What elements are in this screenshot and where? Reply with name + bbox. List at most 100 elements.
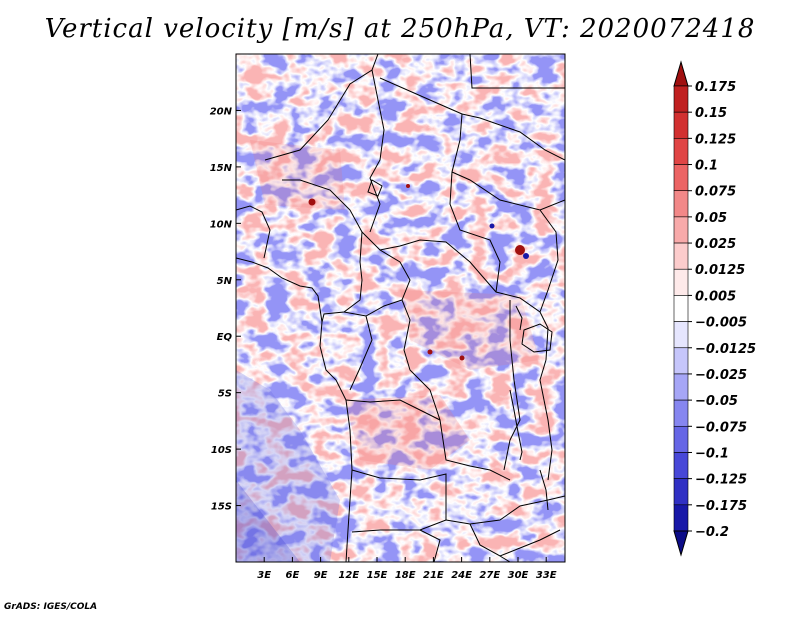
colorbar-level-label: −0.125 <box>695 473 747 488</box>
lat-tick-label: 10S <box>211 445 232 456</box>
colorbar-swatch <box>673 85 689 113</box>
colorbar-swatch <box>673 242 689 270</box>
colorbar-level-label: −0.05 <box>695 394 738 409</box>
colorbar-swatch <box>673 452 689 479</box>
lon-tick-label: 9E <box>314 570 328 581</box>
border <box>351 469 447 533</box>
lon-tick-label: 15E <box>367 570 388 581</box>
border <box>379 77 501 293</box>
border <box>451 171 565 211</box>
colorbar-swatch <box>673 504 689 532</box>
lake-chad <box>367 179 383 197</box>
colorbar-level-label: 0.1 <box>695 159 718 174</box>
lat-tick-label: 20N <box>210 106 233 117</box>
subsidence-core <box>236 480 300 562</box>
lat-tick-label: EQ <box>217 332 233 343</box>
lon-tick-label: 21E <box>423 570 444 581</box>
colorbar-level-label: 0.05 <box>695 211 727 226</box>
colorbar-level-label: 0.175 <box>695 80 736 95</box>
longitude-axis: 3E 6E 9E 12E 15E 18E 21E 24E 27E 30E 33E <box>257 557 557 581</box>
colorbar-swatch <box>673 164 689 192</box>
colorbar-level-label: −0.025 <box>695 368 747 383</box>
lon-tick-label: 6E <box>286 570 300 581</box>
boundaries <box>236 54 565 562</box>
lon-tick-label: 24E <box>451 570 472 581</box>
colorbar-swatch <box>673 425 689 453</box>
colorbar-swatch <box>673 373 689 401</box>
border <box>539 359 553 481</box>
colorbar-level-label: 0.005 <box>695 289 736 304</box>
lat-tick-label: 15S <box>211 502 232 513</box>
border <box>503 300 521 471</box>
lon-tick-label: 12E <box>338 570 359 581</box>
border <box>369 69 385 233</box>
colorbar-swatch <box>673 295 689 322</box>
colorbar-swatch <box>673 111 689 139</box>
chart-title: Vertical velocity [m/s] at 250hPa, VT: 2… <box>44 14 756 44</box>
lon-tick-label: 30E <box>508 570 529 581</box>
colorbar-level-label: −0.175 <box>695 499 747 514</box>
colorbar-level-label: 0.075 <box>695 185 736 200</box>
updraft-cell <box>406 184 410 188</box>
border <box>236 205 271 259</box>
border <box>499 555 511 562</box>
colorbar-level-label: −0.075 <box>695 420 747 435</box>
colorbar-level-label: −0.1 <box>695 446 729 461</box>
lat-tick-label: 15N <box>210 163 233 174</box>
grads-credit: GrADS: IGES/COLA <box>4 602 98 612</box>
border <box>282 179 363 263</box>
ascent-region <box>400 290 540 370</box>
updraft-cell <box>427 349 433 355</box>
colorbar-level-label: 0.025 <box>695 237 736 252</box>
colorbar-max-arrow <box>673 60 689 87</box>
colorbar-swatch <box>673 399 689 427</box>
lat-tick-label: 5S <box>218 389 232 400</box>
downdraft-cell <box>489 223 495 229</box>
colorbar-swatch <box>673 216 689 244</box>
updraft-cell <box>308 198 316 206</box>
colorbar-level-label: 0.125 <box>695 132 736 147</box>
colorbar-level-label: −0.005 <box>695 316 747 331</box>
colorbar-level-label: −0.0125 <box>695 342 756 357</box>
border <box>321 261 363 323</box>
lon-tick-label: 18E <box>395 570 416 581</box>
colorbar-level-label: 0.0125 <box>695 263 745 278</box>
colorbar-swatch <box>673 190 689 218</box>
lake-albert <box>515 305 523 331</box>
colorbar-swatch <box>673 321 689 349</box>
colorbar-swatch <box>673 478 689 506</box>
coastline-west <box>236 257 353 562</box>
lake-victoria <box>521 323 553 353</box>
colorbar-swatch <box>673 268 689 296</box>
border <box>461 113 565 161</box>
updraft-cell <box>459 355 465 361</box>
border <box>349 315 373 391</box>
latitude-axis: 20N 15N 10N 5N EQ 5S 10S 15S <box>210 106 241 513</box>
lake-malawi <box>539 469 549 511</box>
lake-tanganyika <box>509 389 523 461</box>
map-frame <box>235 53 566 563</box>
border <box>264 54 379 161</box>
colorbar: 0.175 0.15 0.125 0.1 0.075 0.05 0.025 0.0125 0.0… <box>673 60 756 557</box>
border <box>361 231 549 361</box>
lat-tick-label: 5N <box>217 276 233 287</box>
ascent-region <box>345 395 470 470</box>
colorbar-level-label: 0.15 <box>695 106 727 121</box>
downdraft-cell <box>523 253 529 259</box>
lon-tick-label: 33E <box>536 570 557 581</box>
lon-tick-label: 3E <box>257 570 271 581</box>
border <box>419 529 441 562</box>
colorbar-swatch <box>673 347 689 375</box>
colorbar-level-label: −0.2 <box>695 525 729 540</box>
updraft-cell <box>515 245 525 255</box>
colorbar-min-arrow <box>673 530 689 557</box>
border <box>345 399 441 421</box>
lon-tick-label: 27E <box>479 570 500 581</box>
border <box>445 495 565 525</box>
border <box>469 54 565 89</box>
lat-tick-label: 10N <box>210 219 233 230</box>
colorbar-swatch <box>673 138 689 165</box>
border <box>401 299 511 481</box>
border <box>469 523 561 557</box>
